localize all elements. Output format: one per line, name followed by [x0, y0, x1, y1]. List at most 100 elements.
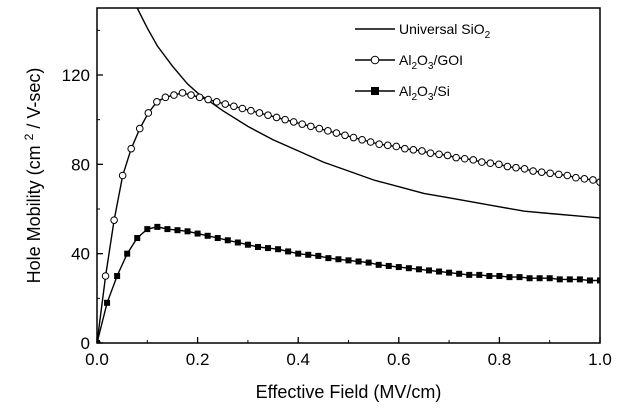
data-point — [355, 258, 362, 265]
x-tick-label: 0.8 — [488, 350, 512, 369]
legend-label: Al2O3/Si — [399, 83, 450, 103]
legend: Universal SiO2 Al2O3/GOI Al2O3/Si — [355, 21, 491, 103]
data-point — [234, 239, 241, 246]
data-point — [275, 246, 282, 253]
data-point — [134, 235, 141, 242]
x-tick-label: 0.4 — [286, 350, 310, 369]
data-point — [520, 165, 529, 173]
data-point — [435, 150, 443, 159]
data-point — [178, 89, 187, 97]
data-point — [556, 276, 563, 283]
data-point — [506, 274, 513, 281]
data-point — [589, 176, 597, 184]
y-tick-label: 40 — [71, 245, 90, 264]
x-tick-label: 0.2 — [186, 350, 210, 369]
y-axis-label-tail: / V-sec) — [24, 68, 44, 129]
data-point — [335, 256, 342, 263]
data-point — [495, 160, 503, 169]
y-tick-label: 80 — [71, 155, 90, 174]
data-point — [563, 171, 572, 180]
data-point — [392, 142, 401, 151]
data-point — [187, 91, 195, 99]
data-point — [247, 106, 255, 115]
y-tick-label: 0 — [81, 334, 90, 353]
data-point — [118, 171, 127, 180]
data-point — [341, 131, 349, 140]
data-point — [529, 167, 537, 175]
data-point — [405, 265, 412, 272]
series-line — [97, 92, 600, 343]
data-point — [324, 127, 332, 135]
data-point — [184, 228, 191, 235]
legend-marker — [371, 87, 379, 95]
data-point — [244, 241, 251, 248]
data-point — [446, 269, 453, 276]
x-axis-label: Effective Field (MV/cm) — [256, 382, 442, 402]
data-point — [496, 273, 503, 279]
data-point — [415, 266, 422, 273]
data-point — [596, 178, 600, 186]
data-point — [212, 98, 221, 106]
data-point — [110, 216, 118, 224]
data-point — [214, 235, 221, 242]
data-point — [305, 251, 312, 258]
data-point — [566, 276, 573, 283]
legend-item: Universal SiO2 — [355, 21, 491, 41]
data-point — [124, 250, 131, 257]
data-point — [512, 163, 520, 172]
data-point — [194, 230, 201, 237]
data-point — [401, 144, 409, 153]
data-point — [281, 115, 289, 124]
legend-label: Al2O3/GOI — [399, 52, 463, 72]
data-point — [503, 162, 512, 171]
data-point — [366, 138, 375, 146]
data-point — [576, 276, 583, 283]
data-point — [466, 271, 473, 278]
legend-item: Al2O3/Si — [355, 83, 450, 103]
data-point — [526, 275, 533, 282]
data-point — [170, 91, 178, 99]
data-point — [325, 255, 332, 262]
data-point — [295, 250, 302, 257]
data-point — [332, 129, 341, 137]
legend-label: Universal SiO2 — [399, 21, 491, 41]
data-point — [486, 273, 493, 279]
data-point — [97, 340, 100, 343]
data-point — [204, 232, 211, 239]
x-tick-label: 0.0 — [85, 350, 109, 369]
data-point — [306, 122, 315, 131]
data-point — [572, 173, 580, 182]
y-tick-label: 120 — [62, 66, 90, 85]
data-point — [221, 100, 230, 108]
data-point — [254, 243, 261, 250]
data-point — [114, 273, 121, 279]
data-point — [597, 277, 600, 284]
data-point — [546, 169, 555, 178]
data-point — [460, 154, 469, 163]
data-point — [456, 270, 463, 277]
data-point — [580, 175, 589, 183]
data-point — [315, 124, 324, 133]
data-point — [476, 271, 483, 278]
data-point — [375, 261, 382, 268]
data-point — [285, 248, 292, 255]
data-point — [127, 144, 136, 153]
data-point — [426, 149, 435, 157]
plot-frame — [96, 7, 601, 344]
legend-marker — [370, 55, 380, 65]
data-point — [536, 275, 543, 282]
data-point — [425, 267, 432, 274]
data-point — [154, 223, 161, 230]
data-point — [486, 159, 495, 168]
ticks-layer: 0.0 0.2 0.4 0.6 0.8 1.0 0 40 80 120 — [62, 29, 612, 369]
series-line — [97, 226, 600, 343]
data-point — [452, 153, 460, 162]
data-point — [443, 151, 452, 160]
data-point — [298, 120, 307, 128]
x-tick-label: 0.6 — [387, 350, 411, 369]
data-point — [345, 257, 352, 264]
data-point — [153, 98, 161, 106]
data-point — [255, 109, 264, 117]
data-point — [204, 95, 212, 104]
data-point — [365, 259, 372, 266]
